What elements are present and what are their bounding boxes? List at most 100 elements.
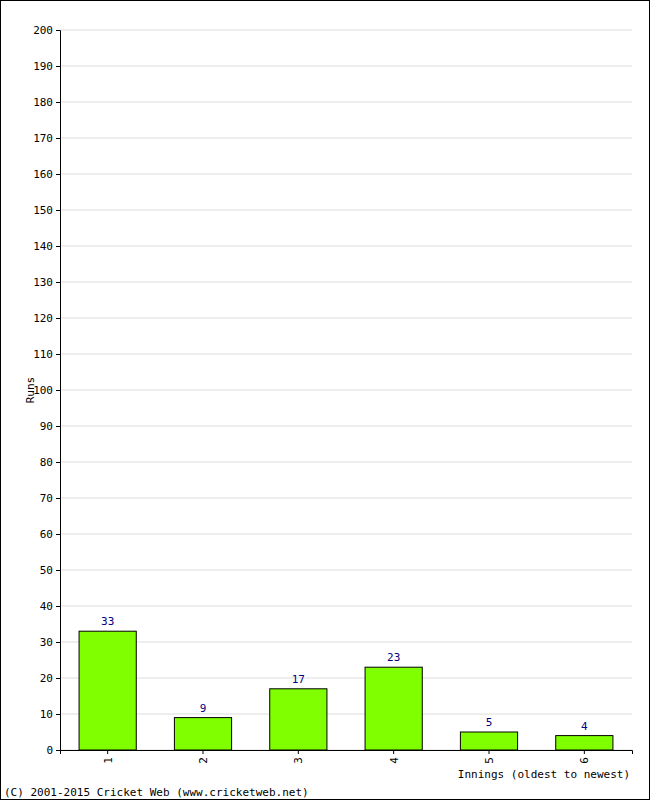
y-tick-mark	[56, 426, 60, 427]
bar	[556, 736, 613, 750]
x-tick: 6	[578, 750, 591, 764]
y-tick-mark	[56, 354, 60, 355]
grid-line	[60, 534, 632, 535]
y-tick-label: 50	[40, 564, 53, 577]
x-tick-mark	[489, 750, 490, 754]
y-tick-label: 30	[40, 636, 53, 649]
grid-line	[60, 714, 632, 715]
grid-line	[60, 570, 632, 571]
y-tick: 150	[33, 204, 60, 217]
x-tick-label: 5	[483, 757, 496, 764]
bar	[460, 732, 517, 750]
y-tick-label: 80	[40, 456, 53, 469]
y-tick-label: 70	[40, 492, 53, 505]
grid-line	[60, 642, 632, 643]
y-tick-mark	[56, 534, 60, 535]
x-axis: 1 2 3 4 5 6	[61, 750, 633, 764]
y-axis-title: Runs	[24, 377, 37, 404]
data-label: 23	[387, 651, 400, 664]
y-tick: 20	[40, 672, 60, 685]
grid-line	[60, 30, 632, 31]
grid-line	[60, 138, 632, 139]
x-tick-mark	[298, 750, 299, 754]
plot: 0102030405060708090100110120130140150160…	[33, 24, 632, 764]
grid-line	[60, 498, 632, 499]
y-tick: 120	[33, 312, 60, 325]
y-tick: 0	[46, 744, 60, 757]
grid-line	[60, 174, 632, 175]
grid-line	[60, 606, 632, 607]
x-tick-label: 6	[578, 757, 591, 764]
grid	[60, 30, 632, 750]
grid-line	[60, 246, 632, 247]
y-tick-label: 120	[33, 312, 53, 325]
data-label: 4	[581, 720, 588, 733]
y-tick-mark	[56, 174, 60, 175]
y-tick-label: 180	[33, 96, 53, 109]
x-tick-mark	[107, 750, 108, 754]
y-tick-mark	[56, 642, 60, 643]
grid-line	[60, 390, 632, 391]
x-tick-label: 1	[102, 757, 115, 764]
y-tick-label: 0	[46, 744, 53, 757]
data-label: 17	[292, 673, 305, 686]
y-tick: 140	[33, 240, 60, 253]
bar	[174, 718, 231, 750]
y-tick-label: 160	[33, 168, 53, 181]
data-label: 5	[486, 716, 493, 729]
x-tick-mark	[393, 750, 394, 754]
y-tick-label: 90	[40, 420, 53, 433]
x-tick-mark	[203, 750, 204, 754]
y-tick-mark	[56, 246, 60, 247]
x-tick-label: 3	[292, 757, 305, 764]
y-tick-label: 20	[40, 672, 53, 685]
bars	[79, 631, 613, 750]
y-tick-mark	[56, 462, 60, 463]
grid-line	[60, 462, 632, 463]
y-tick-label: 190	[33, 60, 53, 73]
bar	[79, 631, 136, 750]
grid-line	[60, 318, 632, 319]
y-tick-mark	[56, 102, 60, 103]
y-tick-mark	[56, 138, 60, 139]
x-tick: 5	[483, 750, 496, 764]
y-tick: 200	[33, 24, 60, 37]
y-tick-label: 170	[33, 132, 53, 145]
grid-line	[60, 678, 632, 679]
y-tick-label: 40	[40, 600, 53, 613]
y-tick: 80	[40, 456, 60, 469]
y-tick: 50	[40, 564, 60, 577]
y-tick-label: 150	[33, 204, 53, 217]
frame	[1, 1, 650, 800]
x-tick: 2	[197, 750, 210, 764]
y-tick-label: 110	[33, 348, 53, 361]
x-tick: 1	[102, 750, 115, 764]
bar	[365, 667, 422, 750]
y-tick: 130	[33, 276, 60, 289]
y-tick: 30	[40, 636, 60, 649]
data-label: 33	[101, 615, 114, 628]
y-tick-mark	[56, 714, 60, 715]
y-tick-mark	[56, 30, 60, 31]
y-tick-mark	[56, 498, 60, 499]
x-tick-mark	[584, 750, 585, 754]
y-tick-mark	[56, 390, 60, 391]
y-tick: 90	[40, 420, 60, 433]
y-tick: 60	[40, 528, 60, 541]
grid-line	[60, 66, 632, 67]
y-tick: 180	[33, 96, 60, 109]
y-tick: 40	[40, 600, 60, 613]
grid-line	[60, 102, 632, 103]
grid-line	[60, 210, 632, 211]
grid-line	[60, 282, 632, 283]
y-tick: 10	[40, 708, 60, 721]
y-tick-label: 140	[33, 240, 53, 253]
y-tick-mark	[56, 318, 60, 319]
x-tick-label: 4	[388, 757, 401, 764]
chart: 0102030405060708090100110120130140150160…	[0, 0, 650, 800]
y-tick: 170	[33, 132, 60, 145]
y-tick-label: 130	[33, 276, 53, 289]
bar	[270, 689, 327, 750]
grid-line	[60, 354, 632, 355]
y-axis-line	[56, 31, 61, 751]
